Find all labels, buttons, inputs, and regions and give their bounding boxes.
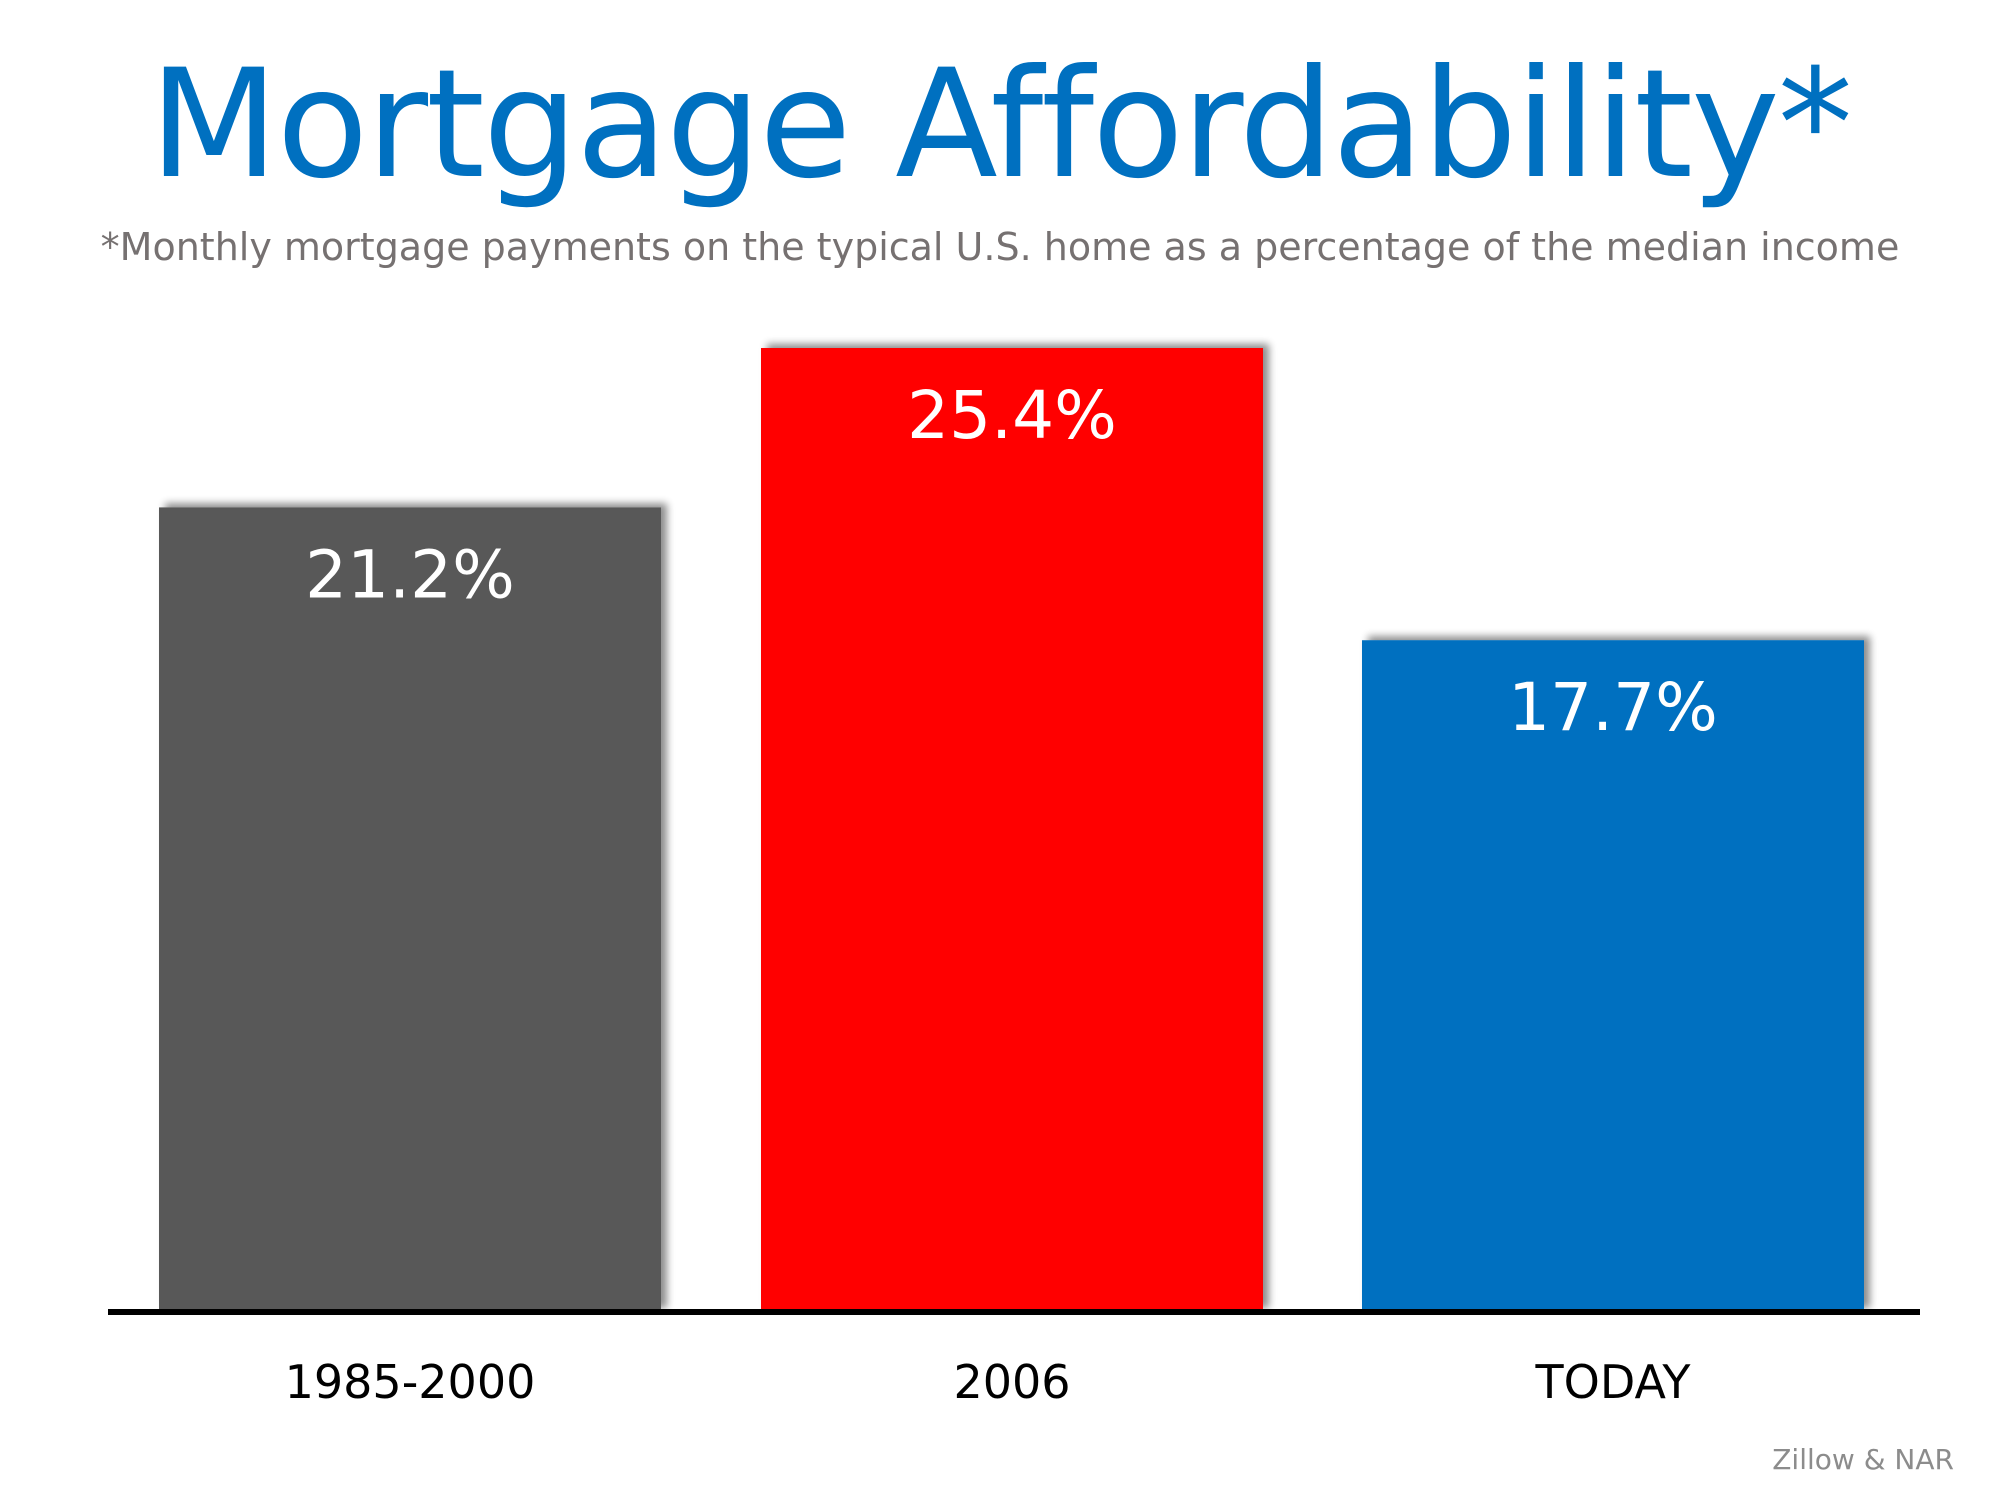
bars-layer [159,348,1864,1312]
chart-title: Mortgage Affordability* [149,38,1853,212]
labels-layer: 21.2% 1985-2000 25.4% 2006 17.7% TODAY [285,377,1718,1409]
x-tick-label: TODAY [1535,1355,1692,1409]
bar-2006 [761,348,1263,1312]
bar-value-label: 17.7% [1508,669,1718,746]
bar-value-label: 21.2% [305,536,515,613]
bar-today [1362,640,1864,1312]
x-tick-label: 2006 [953,1355,1070,1409]
bar-value-label: 25.4% [907,377,1117,454]
bar-1985-2000 [159,507,661,1312]
chart-subtitle: *Monthly mortgage payments on the typica… [100,225,1900,269]
x-tick-label: 1985-2000 [285,1355,536,1409]
source-credit: Zillow & NAR [1772,1443,1954,1476]
